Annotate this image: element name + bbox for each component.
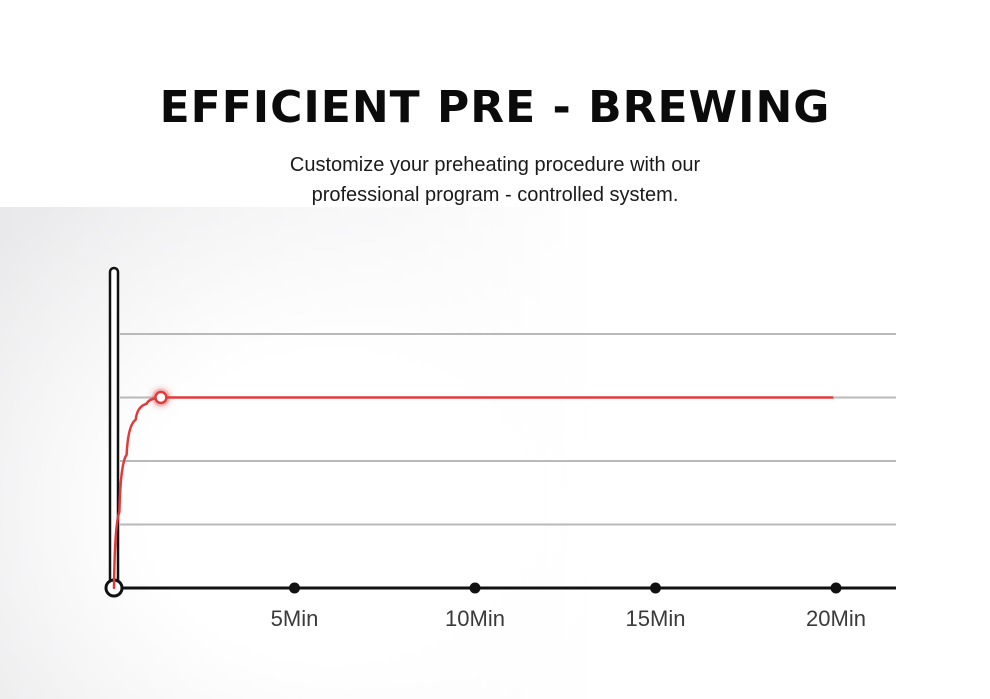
y-axis (108, 266, 120, 590)
x-tick-dot-10 (469, 582, 481, 594)
tick-layer: 5Min 10Min 15Min 20Min (104, 578, 866, 631)
series-layer (112, 388, 834, 590)
grid-layer (120, 333, 896, 526)
x-tick-label-20: 20Min (806, 606, 866, 631)
axis-layer (108, 266, 896, 590)
x-tick-dot-5 (289, 582, 300, 594)
series-line-1 (112, 396, 834, 590)
page-title: EFFICIENT PRE - BREWING (159, 82, 831, 133)
x-tick-dot-15 (650, 582, 661, 594)
x-tick-label-10: 10Min (445, 606, 505, 631)
x-tick-dot-20 (830, 582, 842, 594)
x-tick-label-5: 5Min (271, 606, 319, 631)
chart-background (0, 207, 990, 699)
subtitle-line-2: professional program - controlled system… (311, 184, 679, 206)
page-subtitle: Customize your preheating procedure with… (0, 150, 990, 210)
x-tick-label-15: 15Min (626, 606, 686, 631)
subtitle-line-1: Customize your preheating procedure with… (289, 154, 701, 176)
plateau-marker (154, 390, 168, 405)
